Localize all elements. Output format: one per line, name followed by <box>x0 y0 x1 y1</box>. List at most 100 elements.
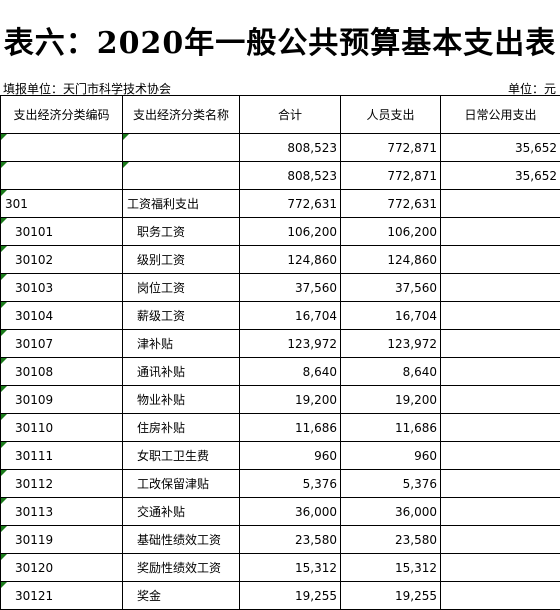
table-row: 30104 薪级工资 16,704 16,704 <box>0 301 560 330</box>
page-title: 表六：2020年一般公共预算基本支出表 <box>3 26 557 61</box>
cell-code[interactable]: 30111 <box>0 441 123 470</box>
cell-name-text: 级别工资 <box>137 253 186 267</box>
cell-code[interactable]: 30103 <box>0 273 123 302</box>
cell-personnel[interactable]: 36,000 <box>340 497 441 526</box>
cell-name[interactable]: 岗位工资 <box>122 273 240 302</box>
cell-total[interactable]: 36,000 <box>239 497 341 526</box>
expenditure-table: 支出经济分类编码 支出经济分类名称 合计 人员支出 日常公用支出 808,523… <box>0 95 560 610</box>
cell-code[interactable]: 30107 <box>0 329 123 358</box>
cell-personnel[interactable]: 11,686 <box>340 413 441 442</box>
cell-personnel[interactable]: 5,376 <box>340 469 441 498</box>
cell-name[interactable]: 职务工资 <box>122 217 240 246</box>
cell-public[interactable] <box>440 245 560 274</box>
cell-code[interactable]: 30102 <box>0 245 123 274</box>
header-total[interactable]: 合计 <box>239 95 341 134</box>
cell-personnel[interactable]: 106,200 <box>340 217 441 246</box>
cell-personnel[interactable]: 8,640 <box>340 357 441 386</box>
cell-total[interactable]: 123,972 <box>239 329 341 358</box>
cell-name[interactable]: 通讯补贴 <box>122 357 240 386</box>
cell-personnel[interactable]: 19,200 <box>340 385 441 414</box>
cell-total[interactable]: 124,860 <box>239 245 341 274</box>
cell-total[interactable]: 772,631 <box>239 189 341 218</box>
cell-personnel[interactable]: 16,704 <box>340 301 441 330</box>
cell-name[interactable]: 级别工资 <box>122 245 240 274</box>
cell-public[interactable] <box>440 217 560 246</box>
cell-public[interactable]: 35,652 <box>440 133 560 162</box>
cell-name[interactable]: 基础性绩效工资 <box>122 525 240 554</box>
cell-code[interactable]: 30109 <box>0 385 123 414</box>
cell-code[interactable]: 30108 <box>0 357 123 386</box>
cell-name[interactable] <box>122 133 240 162</box>
cell-total[interactable]: 808,523 <box>239 133 341 162</box>
cell-total[interactable]: 808,523 <box>239 161 341 190</box>
cell-personnel[interactable]: 15,312 <box>340 553 441 582</box>
cell-personnel-text: 11,686 <box>395 420 437 435</box>
header-public[interactable]: 日常公用支出 <box>440 95 560 134</box>
cell-personnel[interactable]: 772,871 <box>340 133 441 162</box>
cell-public[interactable] <box>440 497 560 526</box>
cell-public[interactable] <box>440 525 560 554</box>
cell-name[interactable]: 工改保留津贴 <box>122 469 240 498</box>
cell-code[interactable]: 301 <box>0 189 123 218</box>
cell-name[interactable]: 奖金 <box>122 581 240 610</box>
cell-total[interactable]: 15,312 <box>239 553 341 582</box>
cell-public[interactable] <box>440 441 560 470</box>
header-code[interactable]: 支出经济分类编码 <box>0 95 123 134</box>
cell-total[interactable]: 960 <box>239 441 341 470</box>
cell-total[interactable]: 19,200 <box>239 385 341 414</box>
cell-public[interactable] <box>440 357 560 386</box>
cell-public[interactable] <box>440 553 560 582</box>
cell-personnel[interactable]: 772,631 <box>340 189 441 218</box>
cell-personnel[interactable]: 123,972 <box>340 329 441 358</box>
cell-personnel[interactable]: 23,580 <box>340 525 441 554</box>
cell-code[interactable]: 30112 <box>0 469 123 498</box>
cell-public[interactable] <box>440 189 560 218</box>
cell-public[interactable] <box>440 581 560 610</box>
cell-code[interactable]: 30113 <box>0 497 123 526</box>
cell-public[interactable] <box>440 273 560 302</box>
cell-code[interactable]: 30104 <box>0 301 123 330</box>
cell-total[interactable]: 5,376 <box>239 469 341 498</box>
cell-name[interactable] <box>122 161 240 190</box>
cell-personnel[interactable]: 19,255 <box>340 581 441 610</box>
cell-personnel[interactable]: 124,860 <box>340 245 441 274</box>
cell-code[interactable] <box>0 133 123 162</box>
cell-name[interactable]: 交通补贴 <box>122 497 240 526</box>
cell-code[interactable]: 30120 <box>0 553 123 582</box>
cell-public[interactable] <box>440 385 560 414</box>
header-name[interactable]: 支出经济分类名称 <box>122 95 240 134</box>
cell-name[interactable]: 薪级工资 <box>122 301 240 330</box>
cell-personnel[interactable]: 37,560 <box>340 273 441 302</box>
header-personnel[interactable]: 人员支出 <box>340 95 441 134</box>
cell-public[interactable] <box>440 469 560 498</box>
cell-total[interactable]: 19,255 <box>239 581 341 610</box>
cell-personnel-text: 23,580 <box>395 532 437 547</box>
cell-name[interactable]: 住房补贴 <box>122 413 240 442</box>
cell-marker-icon <box>1 414 7 420</box>
cell-total[interactable]: 23,580 <box>239 525 341 554</box>
cell-name[interactable]: 工资福利支出 <box>122 189 240 218</box>
cell-public-text: 35,652 <box>515 168 557 183</box>
cell-personnel[interactable]: 960 <box>340 441 441 470</box>
cell-public[interactable] <box>440 329 560 358</box>
cell-public[interactable] <box>440 301 560 330</box>
cell-personnel[interactable]: 772,871 <box>340 161 441 190</box>
cell-code[interactable]: 30101 <box>0 217 123 246</box>
cell-name[interactable]: 物业补贴 <box>122 385 240 414</box>
cell-code[interactable]: 30121 <box>0 581 123 610</box>
cell-name[interactable]: 津补贴 <box>122 329 240 358</box>
cell-name-text: 女职工卫生费 <box>137 449 210 463</box>
cell-total[interactable]: 16,704 <box>239 301 341 330</box>
cell-public[interactable]: 35,652 <box>440 161 560 190</box>
cell-marker-icon <box>1 330 7 336</box>
cell-code[interactable]: 30119 <box>0 525 123 554</box>
cell-total[interactable]: 106,200 <box>239 217 341 246</box>
cell-name[interactable]: 女职工卫生费 <box>122 441 240 470</box>
cell-public[interactable] <box>440 413 560 442</box>
cell-code[interactable]: 30110 <box>0 413 123 442</box>
cell-name[interactable]: 奖励性绩效工资 <box>122 553 240 582</box>
cell-total[interactable]: 11,686 <box>239 413 341 442</box>
cell-total[interactable]: 8,640 <box>239 357 341 386</box>
cell-code[interactable] <box>0 161 123 190</box>
cell-total[interactable]: 37,560 <box>239 273 341 302</box>
